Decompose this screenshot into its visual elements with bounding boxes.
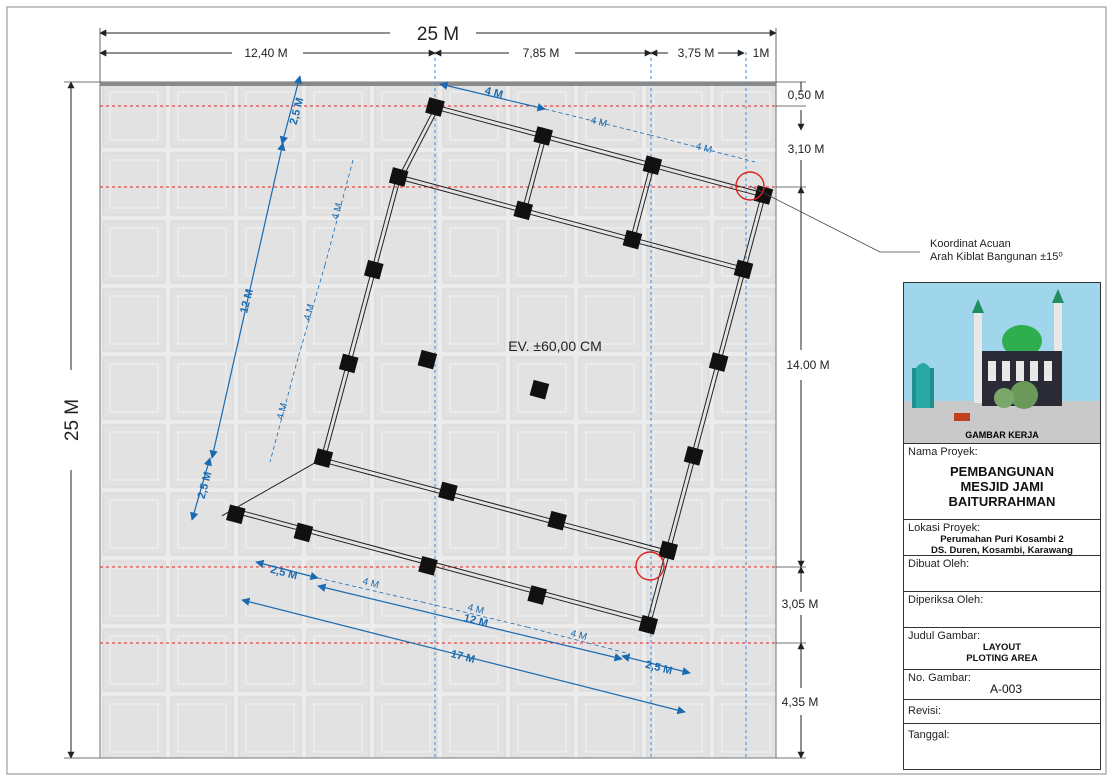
dim-left-2: 4 M: [330, 202, 345, 221]
dim-top-2: 4 M: [589, 115, 608, 130]
location-line1: Perumahan Puri Kosambi 2: [940, 534, 1064, 545]
made-by-label: Dibuat Oleh:: [908, 558, 970, 570]
sheet-border: [6, 6, 1107, 775]
date-cell: Tanggal:: [904, 724, 1100, 748]
drawing-title-cell: Judul Gambar: LAYOUT PLOTING AREA: [904, 628, 1100, 670]
right-segment-1: 0,50 M: [788, 88, 825, 102]
top-segment-4: 1M: [753, 46, 770, 60]
project-name-line2: MESJID JAMI: [960, 479, 1044, 494]
right-segment-3: 14.00 M: [786, 358, 829, 372]
right-segment-4: 3,05 M: [782, 597, 819, 611]
mosque-rendering: GAMBAR KERJA: [904, 283, 1100, 444]
mosque-illustration: [904, 283, 1100, 443]
location-cell: Lokasi Proyek: Perumahan Puri Kosambi 2 …: [904, 520, 1100, 556]
site-area: [99, 81, 777, 759]
left-dimension: 25 M: [62, 81, 100, 759]
top-segment-3: 3,75 M: [678, 46, 715, 60]
revision-cell: Revisi:: [904, 700, 1100, 724]
image-caption: GAMBAR KERJA: [965, 430, 1039, 440]
project-name-cell: Nama Proyek: PEMBANGUNAN MESJID JAMI BAI…: [904, 444, 1100, 520]
checked-by-cell: Diperiksa Oleh:: [904, 592, 1100, 628]
total-height-label: 25 M: [62, 399, 83, 441]
project-label: Nama Proyek:: [908, 446, 978, 458]
location-line2: DS. Duren, Kosambi, Karawang: [930, 545, 1073, 556]
top-segment-2: 7,85 M: [523, 46, 560, 60]
made-by-cell: Dibuat Oleh:: [904, 556, 1100, 592]
dim-left-3: 4 M: [302, 303, 317, 322]
callout-line2: Arah Kiblat Bangunan ±15⁰: [930, 251, 1063, 263]
location-label: Lokasi Proyek:: [908, 522, 981, 534]
project-name-line1: PEMBANGUNAN: [950, 464, 1054, 479]
right-segment-2: 3,10 M: [788, 142, 825, 156]
drawing-title-line2: PLOTING AREA: [966, 653, 1038, 664]
project-name-line3: BAITURRAHMAN: [948, 494, 1056, 509]
callout-leader: [749, 185, 920, 253]
callout-line1: Koordinat Acuan: [930, 238, 1011, 250]
site-top-edge: [100, 82, 776, 86]
right-dimension-chain: 0,50 M 3,10 M 14.00 M 3,05 M 4,35 M: [776, 81, 830, 759]
drawing-no-cell: No. Gambar: A-003: [904, 670, 1100, 700]
total-width-label: 25 M: [417, 24, 459, 45]
checked-by-label: Diperiksa Oleh:: [908, 594, 984, 606]
dim-top-3: 4 M: [694, 141, 713, 156]
drawing-title-label: Judul Gambar:: [908, 630, 981, 642]
title-block: GAMBAR KERJA Nama Proyek: PEMBANGUNAN ME…: [903, 282, 1101, 770]
top-segment-1: 12,40 M: [244, 46, 287, 60]
drawing-no-label: No. Gambar:: [908, 672, 971, 684]
reference-point-bottom: [635, 551, 665, 581]
dim-top-1: 4 M: [483, 85, 504, 101]
top-dimension-chain: 25 M 12,40 M 7,85 M 3,75 M 1M: [99, 24, 777, 82]
drawing-no-value: A-003: [990, 682, 1023, 696]
date-label: Tanggal:: [908, 729, 950, 741]
building-dimensions: 4 M 4 M 4 M 2,5 M 4 M 4 M 4 M 12 M 2,5 M…: [190, 75, 756, 715]
right-segment-5: 4,35 M: [782, 695, 819, 709]
revision-label: Revisi:: [908, 705, 942, 717]
drawing-title-line1: LAYOUT: [982, 642, 1022, 653]
reference-point-top: [735, 171, 765, 201]
elevation-label: EV. ±60,00 CM: [508, 338, 602, 354]
